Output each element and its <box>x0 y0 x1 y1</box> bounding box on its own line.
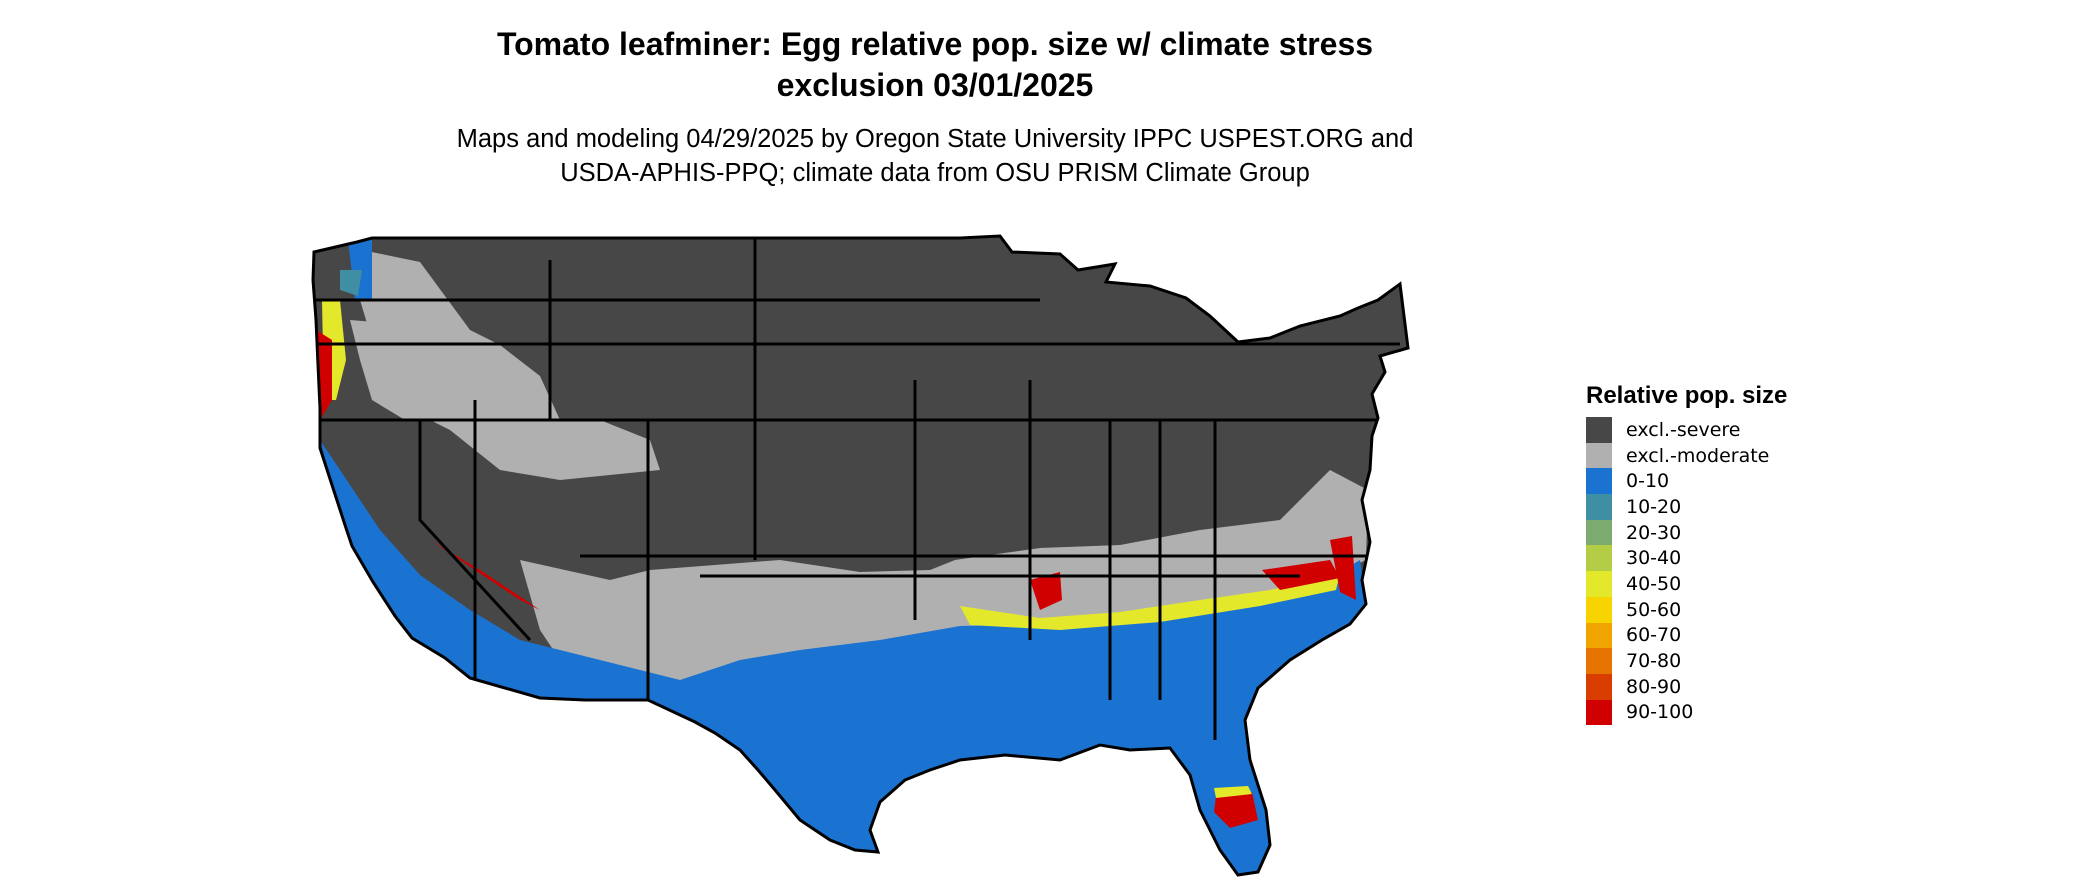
legend-label: 80-90 <box>1626 675 1682 698</box>
legend-item-70-80: 70-80 <box>1586 648 1787 674</box>
band-yellow-florida <box>1214 786 1252 798</box>
legend-swatch <box>1586 571 1612 597</box>
legend-item-excl-moderate: excl.-moderate <box>1586 442 1787 469</box>
legend-label: 50-60 <box>1626 598 1682 621</box>
title-line-2: exclusion 03/01/2025 <box>776 67 1094 103</box>
region-excl-moderate-south <box>520 470 1368 700</box>
legend-items: excl.-severe excl.-moderate 0-10 10-20 2… <box>1586 417 1787 726</box>
legend-swatch <box>1586 596 1612 623</box>
legend-swatch <box>1586 699 1612 726</box>
legend-label: 60-70 <box>1626 624 1682 647</box>
legend-item-10-20: 10-20 <box>1586 494 1787 520</box>
band-yellow-southeast <box>960 574 1340 630</box>
legend-item-90-100: 90-100 <box>1586 699 1787 726</box>
map-subtitle: Maps and modeling 04/29/2025 by Oregon S… <box>0 122 1870 190</box>
legend-label: excl.-severe <box>1626 418 1741 441</box>
border-nevada <box>418 420 532 642</box>
legend-item-30-40: 30-40 <box>1586 545 1787 572</box>
legend-label: 30-40 <box>1626 547 1682 570</box>
legend-swatch <box>1586 622 1612 649</box>
title-line-1: Tomato leafminer: Egg relative pop. size… <box>496 26 1374 62</box>
legend-item-excl-severe: excl.-severe <box>1586 417 1787 443</box>
map-title: Tomato leafminer: Egg relative pop. size… <box>0 24 1870 106</box>
legend-swatch <box>1586 417 1612 443</box>
band-red-virginia <box>1330 536 1356 600</box>
subtitle-line-1: Maps and modeling 04/29/2025 by Oregon S… <box>456 125 1414 153</box>
legend-label: 90-100 <box>1626 701 1694 724</box>
map-layer <box>313 236 1408 875</box>
region-0-10-south <box>320 440 1366 875</box>
legend-swatch <box>1586 673 1612 700</box>
region-10-20-northwest <box>340 270 362 296</box>
legend-label: 10-20 <box>1626 495 1682 518</box>
region-excl-moderate-west <box>360 250 660 480</box>
legend-item-0-10: 0-10 <box>1586 468 1787 495</box>
band-red-southeast <box>1030 560 1340 610</box>
state-borders <box>313 238 1400 740</box>
legend-label: 0-10 <box>1626 470 1670 493</box>
legend-label: 40-50 <box>1626 572 1682 595</box>
legend-swatch <box>1586 519 1612 546</box>
legend-label: excl.-moderate <box>1626 444 1770 467</box>
legend-label: 20-30 <box>1626 521 1682 544</box>
legend-swatch <box>1586 494 1612 520</box>
legend-title: Relative pop. size <box>1586 382 1788 409</box>
legend-item-60-70: 60-70 <box>1586 622 1787 649</box>
legend-swatch <box>1586 545 1612 572</box>
legend-swatch <box>1586 442 1612 469</box>
legend-label: 70-80 <box>1626 650 1682 673</box>
legend: Relative pop. size excl.-severe excl.-mo… <box>1586 381 1788 726</box>
legend-swatch <box>1586 468 1612 495</box>
subtitle-line-2: USDA-APHIS-PPQ; climate data from OSU PR… <box>560 159 1310 187</box>
legend-item-50-60: 50-60 <box>1586 596 1787 623</box>
legend-item-20-30: 20-30 <box>1586 519 1787 546</box>
legend-item-80-90: 80-90 <box>1586 673 1787 700</box>
legend-swatch <box>1586 648 1612 674</box>
band-red-florida <box>1214 792 1258 828</box>
band-red-arizona <box>400 520 560 620</box>
legend-item-40-50: 40-50 <box>1586 571 1787 597</box>
